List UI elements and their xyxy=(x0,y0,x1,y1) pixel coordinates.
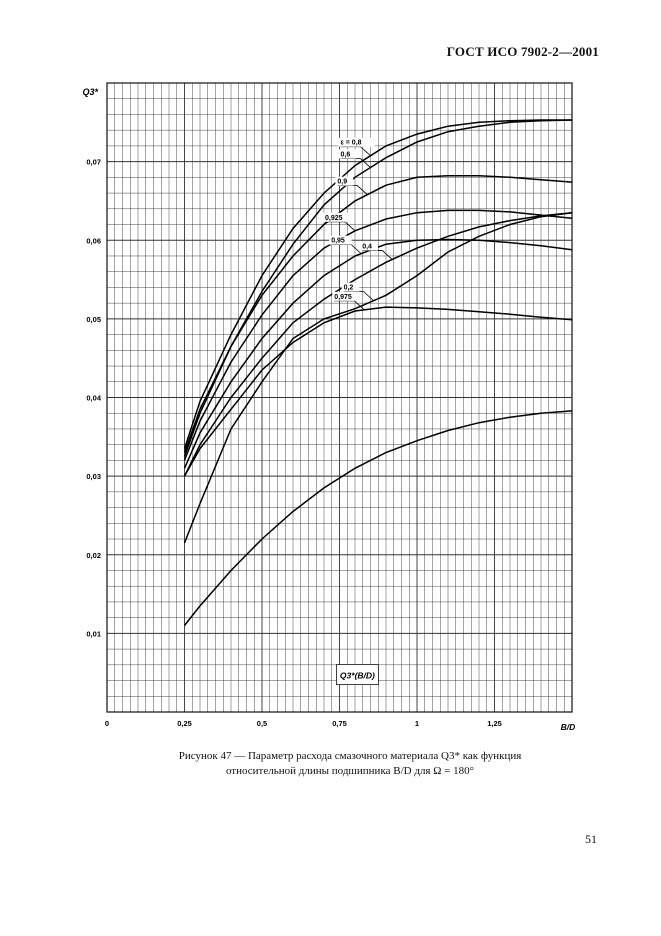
series-label-leader xyxy=(331,244,362,254)
series-label: 0,95 xyxy=(331,238,345,245)
x-tick-label: 0,75 xyxy=(332,719,347,728)
series-line xyxy=(183,306,573,477)
chart-axis-labels: Q3* B/D Q3*(B/D) xyxy=(82,87,575,732)
x-axis-label: B/D xyxy=(561,722,576,732)
series-label: 0,9 xyxy=(337,179,347,186)
series-label-leader xyxy=(325,221,356,232)
inset-label: Q3*(B/D) xyxy=(340,671,375,681)
series-line xyxy=(183,209,573,461)
series-label-bg xyxy=(335,176,354,186)
x-tick-label: 0 xyxy=(105,719,109,728)
series-line xyxy=(183,211,573,477)
inset-label-box xyxy=(335,664,379,686)
series-line xyxy=(183,410,573,626)
plot-frame xyxy=(106,82,573,713)
series-label-leader xyxy=(337,185,368,195)
series-label-bg xyxy=(341,282,360,292)
series-label: 0,6 xyxy=(341,152,351,159)
series-line xyxy=(183,175,573,453)
x-tick-label: 0,25 xyxy=(177,719,192,728)
document-header: ГОСТ ИСО 7902-2—2001 xyxy=(446,44,599,59)
series-label-bg xyxy=(329,235,352,245)
figure-caption: Рисунок 47 — Параметр расхода смазочного… xyxy=(100,749,600,779)
series-label-bg xyxy=(323,212,350,222)
series-label-leader xyxy=(334,300,365,311)
y-tick-label: 0,05 xyxy=(86,315,101,324)
series-label-leader xyxy=(340,158,371,168)
series-line xyxy=(183,119,572,449)
page-number: 51 xyxy=(585,832,597,846)
x-tick-label: 0,5 xyxy=(257,719,267,728)
y-tick-label: 0,02 xyxy=(86,551,101,560)
caption-line-1: Рисунок 47 — Параметр расхода смазочного… xyxy=(178,750,522,762)
chart: 0 0,25 0,5 0,75 1 1,25 0,01 0,02 0,03 0,04 0,05 0,0… xyxy=(82,82,575,732)
y-tick-label: 0,06 xyxy=(86,236,101,245)
series-label: 0,2 xyxy=(344,285,354,292)
caption-line-2: относительной длины подшипника B/D для Ω… xyxy=(225,765,475,777)
series-label-bg xyxy=(360,241,378,251)
y-axis-label: Q3* xyxy=(82,87,98,97)
y-tick-label: 0,04 xyxy=(86,394,101,403)
series-label-bg xyxy=(338,137,375,147)
x-tick-label: 1 xyxy=(415,719,419,728)
chart-axes xyxy=(106,82,573,713)
chart-ticks: 0 0,25 0,5 0,75 1 1,25 0,01 0,02 0,03 0,04 0,05 0,0… xyxy=(86,158,501,728)
y-tick-label: 0,01 xyxy=(86,629,101,638)
series-label: 0,975 xyxy=(334,294,352,301)
y-tick-label: 0,03 xyxy=(86,472,101,481)
series-label: 0,925 xyxy=(325,215,343,222)
series-label: 0,4 xyxy=(362,243,372,250)
x-tick-label: 1,25 xyxy=(487,719,502,728)
series-line xyxy=(183,211,573,544)
series-label-bg xyxy=(332,291,360,301)
y-tick-label: 0,07 xyxy=(86,158,101,167)
series-label-bg xyxy=(338,149,357,159)
chart-series-labels: ε = 0,8 0,6 0,9 0,925 0,95 0,4 0,975 0,2 xyxy=(323,137,393,311)
series-label: ε = 0,8 xyxy=(341,140,362,147)
